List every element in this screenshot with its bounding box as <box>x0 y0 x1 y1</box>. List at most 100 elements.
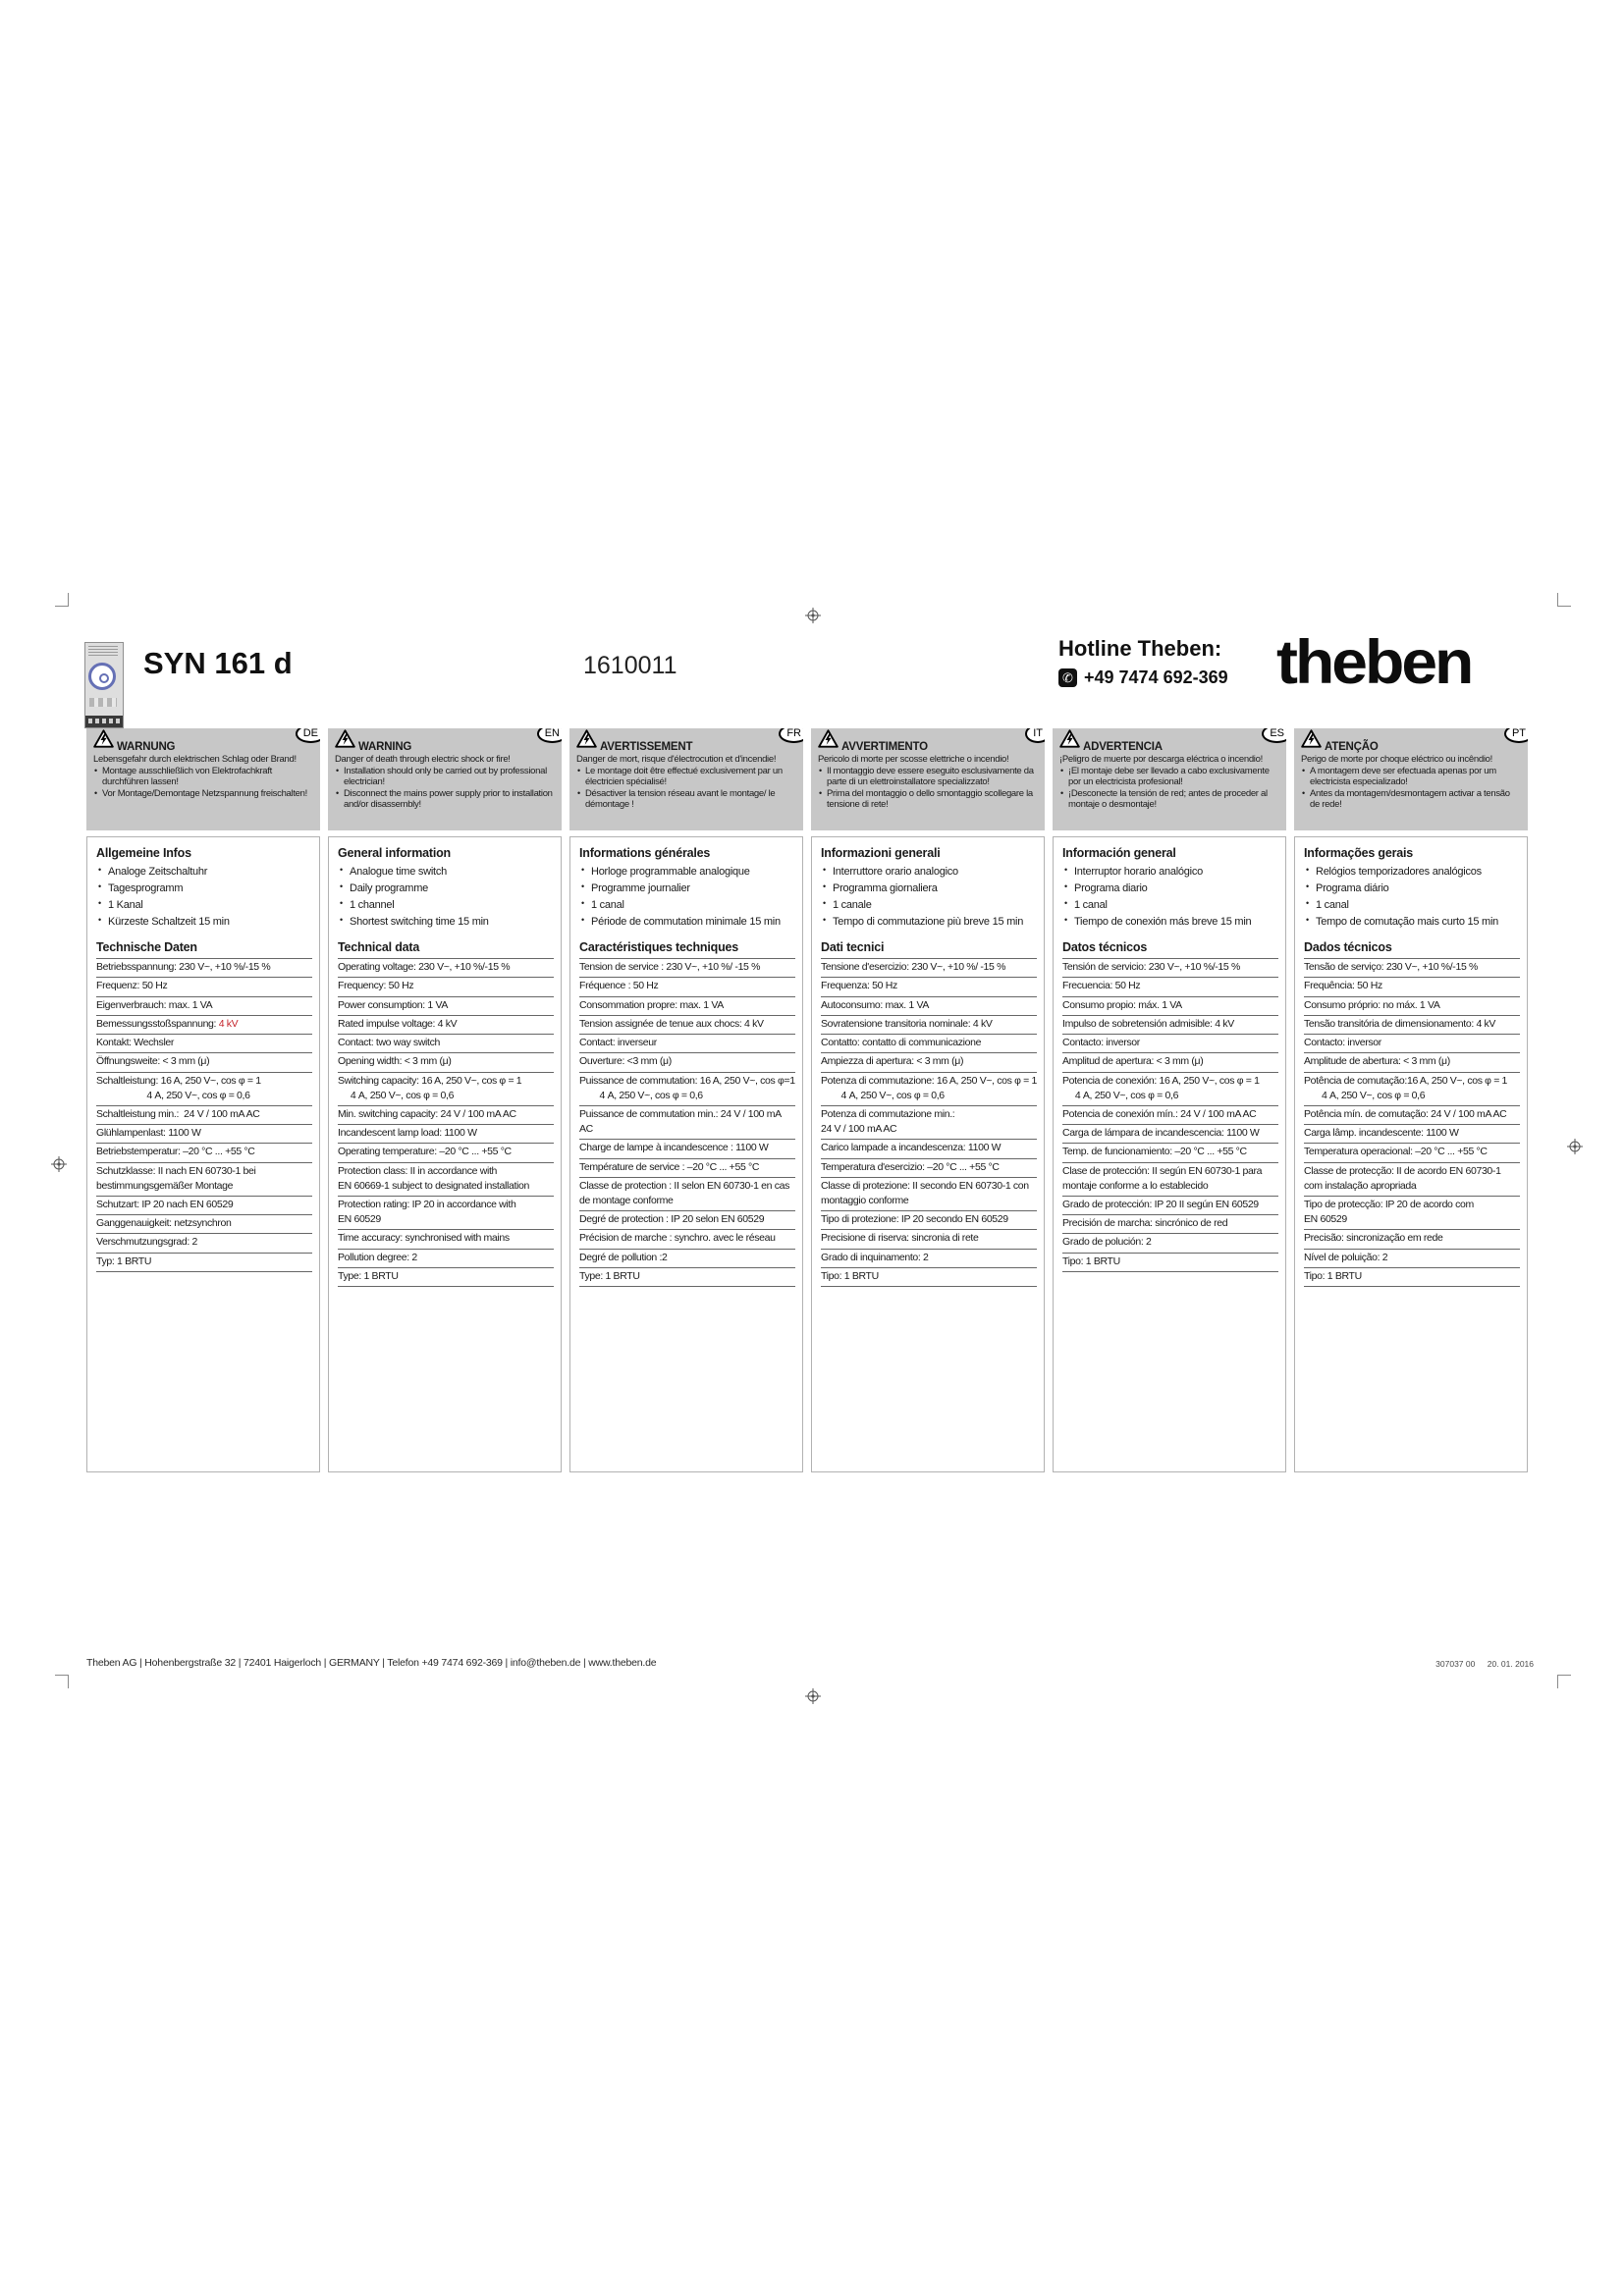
technical-data-row: Puissance de commutation: 16 A, 250 V~, … <box>579 1073 795 1106</box>
technical-data-row: Sovratensione transitoria nominale: 4 kV <box>821 1016 1037 1036</box>
product-photo-time-switch <box>84 642 124 728</box>
general-info-item: Tiempo de conexión más breve 15 min <box>1062 914 1278 931</box>
warning-intro: Pericolo di morte per scosse elettriche … <box>818 754 1009 765</box>
general-info-title: Informações gerais <box>1304 846 1414 860</box>
technical-data-row: Eigenverbrauch: max. 1 VA <box>96 997 312 1016</box>
general-info-item: Interruttore orario analogico <box>821 864 1037 881</box>
technical-data-row: Rated impulse voltage: 4 kV <box>338 1016 554 1036</box>
article-number: 1610011 <box>583 652 677 679</box>
warning-triangle-icon <box>1059 729 1080 753</box>
warning-intro: Danger of death through electric shock o… <box>335 754 511 765</box>
technical-data-row: Verschmutzungsgrad: 2 <box>96 1234 312 1254</box>
general-info-title: Informazioni generali <box>821 846 941 860</box>
technical-data-row: Tipo di protezione: IP 20 secondo EN 605… <box>821 1211 1037 1231</box>
technical-data-row: Contacto: inversor <box>1062 1035 1278 1054</box>
technical-data-table: Operating voltage: 230 V~, +10 %/-15 % Fr… <box>338 958 554 1288</box>
technical-data-row: Tipo: 1 BRTU <box>821 1268 1037 1288</box>
technical-data-row: Temperatura d'esercizio: –20 °C ... +55 … <box>821 1159 1037 1178</box>
warning-triangle-icon <box>576 729 597 753</box>
warning-header: AVERTISSEMENT <box>576 729 796 753</box>
technical-data-row: Min. switching capacity: 24 V / 100 mA A… <box>338 1106 554 1126</box>
general-info-list: Analoge ZeitschaltuhrTagesprogramm1 Kana… <box>96 864 312 931</box>
technical-data-row: Carga lâmp. incandescente: 1100 W <box>1304 1125 1520 1145</box>
general-info-item: Interruptor horario analógico <box>1062 864 1278 881</box>
warning-bullet-list: Installation should only be carried out … <box>335 766 555 810</box>
technical-data-row: Power consumption: 1 VA <box>338 997 554 1016</box>
crop-mark <box>1557 1675 1571 1688</box>
technical-data-row: Schutzklasse: II nach EN 60730-1 bei bes… <box>96 1163 312 1198</box>
technical-data-row: Potência de comutação:16 A, 250 V~, cos … <box>1304 1073 1520 1106</box>
warning-intro: Danger de mort, risque d'électrocution e… <box>576 754 777 765</box>
technical-data-row: Classe de protecção: II de acordo EN 607… <box>1304 1163 1520 1198</box>
warning-bullet-list: A montagem deve ser efectuada apenas por… <box>1301 766 1521 810</box>
warning-box-es: ES ADVERTENCIA ¡Peligro de muerte por desc… <box>1053 728 1286 830</box>
technical-data-row: Grado de polución: 2 <box>1062 1234 1278 1254</box>
technical-data-title: Technische Daten <box>96 940 197 955</box>
warning-bullet: Antes da montagem/desmontagem activar a … <box>1301 788 1521 810</box>
technical-data-row: Potencia de conexión mín.: 24 V / 100 mA… <box>1062 1106 1278 1126</box>
technical-data-row: Incandescent lamp load: 1100 W <box>338 1125 554 1145</box>
general-info-item: Tagesprogramm <box>96 881 312 897</box>
technical-data-row: Frequenza: 50 Hz <box>821 978 1037 997</box>
warning-bullet: ¡El montaje debe ser llevado a cabo excl… <box>1059 766 1279 787</box>
hotline-number: +49 7474 692-369 <box>1084 667 1228 687</box>
technical-data-row: Schaltleistung: 16 A, 250 V~, cos φ = 1 … <box>96 1073 312 1106</box>
warning-bullet: Vor Montage/Demontage Netzspannung freis… <box>93 788 313 799</box>
technical-data-row: Potência mín. de comutação: 24 V / 100 m… <box>1304 1106 1520 1126</box>
general-info-item: 1 canale <box>821 897 1037 914</box>
info-column-de: Allgemeine Infos Analoge ZeitschaltuhrTag… <box>86 836 320 1472</box>
language-badge-pt: PT <box>1503 728 1528 743</box>
warning-header: AVVERTIMENTO <box>818 729 1038 753</box>
general-info-item: Programa diário <box>1304 881 1520 897</box>
warning-bullet: A montagem deve ser efectuada apenas por… <box>1301 766 1521 787</box>
technical-data-row: Ganggenauigkeit: netzsynchron <box>96 1215 312 1235</box>
warning-bullet-list: Montage ausschließlich von Elektrofachkr… <box>93 766 313 799</box>
technical-data-row: Kontakt: Wechsler <box>96 1035 312 1054</box>
general-info-list: Interruttore orario analogicoProgramma g… <box>821 864 1037 931</box>
technical-data-row: Frequency: 50 Hz <box>338 978 554 997</box>
technical-data-row: Precisão: sincronização em rede <box>1304 1230 1520 1250</box>
general-info-item: Tempo de comutação mais curto 15 min <box>1304 914 1520 931</box>
warning-bullet: Le montage doit être effectué exclusivem… <box>576 766 796 787</box>
technical-data-row: Switching capacity: 16 A, 250 V~, cos φ … <box>338 1073 554 1106</box>
crop-mark <box>1557 593 1571 607</box>
technical-data-row: Classe di protezione: II secondo EN 6073… <box>821 1178 1037 1212</box>
technical-data-row: Tipo: 1 BRTU <box>1304 1268 1520 1288</box>
technical-data-row: Consommation propre: max. 1 VA <box>579 997 795 1016</box>
technical-data-title: Dati tecnici <box>821 940 885 955</box>
technical-data-row: Glühlampenlast: 1100 W <box>96 1125 312 1145</box>
technical-data-row: Degré de pollution :2 <box>579 1250 795 1268</box>
technical-data-row: Potencia de conexión: 16 A, 250 V~, cos … <box>1062 1073 1278 1106</box>
warning-bullet-list: Le montage doit être effectué exclusivem… <box>576 766 796 810</box>
general-info-title: Informations générales <box>579 846 711 860</box>
technical-data-row: Tension de service : 230 V~, +10 %/ -15 … <box>579 959 795 979</box>
general-info-item: Tempo di commutazione più breve 15 min <box>821 914 1037 931</box>
warning-bullet: Prima del montaggio o dello smontaggio s… <box>818 788 1038 810</box>
technical-data-title: Technical data <box>338 940 420 955</box>
warning-box-en: EN WARNING Danger of death through electri… <box>328 728 562 830</box>
technical-data-row: Type: 1 BRTU <box>338 1268 554 1288</box>
technical-data-row: Température de service : –20 °C ... +55 … <box>579 1159 795 1178</box>
registration-mark <box>805 1688 821 1704</box>
registration-mark <box>1567 1139 1583 1154</box>
info-column-en: General information Analogue time switchD… <box>328 836 562 1472</box>
info-column-it: Informazioni generali Interruttore orario… <box>811 836 1045 1472</box>
technical-data-row: Operating temperature: –20 °C ... +55 °C <box>338 1144 554 1163</box>
info-column-pt: Informações gerais Relógios temporizadore… <box>1294 836 1528 1472</box>
technical-data-row: Protection class: II in accordance with … <box>338 1163 554 1198</box>
warning-title: ATENÇÃO <box>1325 741 1379 753</box>
technical-data-row: Tipo: 1 BRTU <box>1062 1254 1278 1272</box>
technical-data-row: Contact: inverseur <box>579 1035 795 1054</box>
spec-label: Bemessungsstoßspannung: <box>96 1017 219 1030</box>
spec-value-highlight: 4 kV <box>218 1017 239 1030</box>
warning-header: ADVERTENCIA <box>1059 729 1279 753</box>
technical-data-row: Tensão transitória de dimensionamento: 4… <box>1304 1016 1520 1036</box>
device-switches <box>89 698 117 707</box>
warning-triangle-icon <box>818 729 839 753</box>
technical-data-row: Precisión de marcha: sincrónico de red <box>1062 1215 1278 1235</box>
general-info-item: Horloge programmable analogique <box>579 864 795 881</box>
language-badge-es: ES <box>1262 728 1286 743</box>
warning-bullet: Installation should only be carried out … <box>335 766 555 787</box>
warning-box-fr: FR AVERTISSEMENT Danger de mort, risque d'… <box>569 728 803 830</box>
